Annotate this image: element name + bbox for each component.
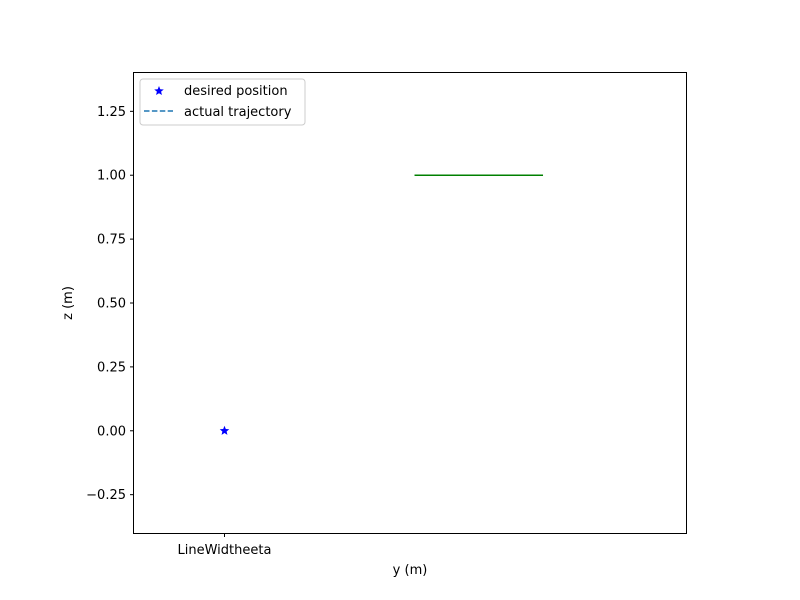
y-axis-label: z (m) xyxy=(61,286,76,320)
legend-label-actual-trajectory: actual trajectory xyxy=(184,105,292,120)
plot-frame xyxy=(133,72,687,534)
y-ticks: −0.25 0.00 0.25 0.50 0.75 1.00 1.25 xyxy=(86,105,134,503)
plot-layer xyxy=(219,174,544,435)
y-tick-label: 0.50 xyxy=(97,297,126,312)
legend-star-marker xyxy=(154,86,164,96)
x-tick-label: LineWidtheeta xyxy=(178,543,272,558)
legend-label-desired-position: desired position xyxy=(184,84,288,99)
y-tick-label: −0.25 xyxy=(86,488,126,503)
y-tick-label: 0.00 xyxy=(97,424,126,439)
legend: desired position actual trajectory xyxy=(139,78,306,126)
y-tick-label: 1.25 xyxy=(97,105,126,120)
y-tick-label: 0.25 xyxy=(97,360,126,375)
desired-position-point xyxy=(219,425,230,435)
x-axis-label: y (m) xyxy=(393,563,428,578)
y-tick-label: 1.00 xyxy=(97,169,126,184)
y-tick-label: 0.75 xyxy=(97,233,126,248)
legend-frame xyxy=(139,78,306,126)
